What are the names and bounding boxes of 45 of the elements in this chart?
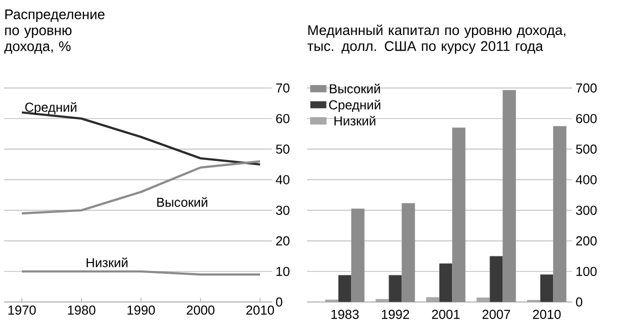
y-tick-label: 70 (276, 83, 290, 93)
chart-title: Медианный капитал по уровню дохода, тыс. долл. США по курсу 2011 года (307, 24, 566, 54)
series-label: Низкий (86, 258, 128, 268)
y-tick-label: 0 (276, 297, 282, 307)
legend-label: Низкий (334, 116, 376, 126)
x-tick-label: 1983 (331, 310, 359, 319)
x-tick-label: 1970 (8, 306, 36, 315)
y-tick-label: 30 (276, 206, 290, 215)
y-tick-label: 20 (276, 236, 290, 246)
bar (553, 126, 566, 302)
y-tick-label: 200 (576, 236, 597, 246)
bar (439, 263, 452, 302)
bar (351, 208, 365, 302)
x-tick-label: 2000 (186, 306, 214, 315)
x-tick-label: 2001 (432, 310, 460, 319)
bar (402, 203, 415, 302)
legend-label: Высокий (330, 84, 380, 94)
y-tick-label: 10 (276, 266, 290, 276)
bar (502, 90, 516, 302)
y-tick-label: 600 (576, 114, 597, 124)
bar (540, 274, 554, 302)
series-label: Средний (25, 102, 76, 114)
bar (338, 274, 352, 302)
legend-label: Средний (329, 100, 380, 112)
series-label: Высокий (157, 197, 208, 207)
y-tick-label: 50 (276, 144, 290, 154)
chart-title: Распределение по уровню дохода, % (4, 10, 104, 54)
y-tick-label: 60 (276, 114, 290, 124)
x-tick-label: 1992 (382, 310, 410, 319)
bar (490, 256, 503, 302)
x-tick-label: 2010 (533, 310, 561, 319)
y-tick-label: 40 (276, 175, 290, 184)
x-tick-label: 1980 (68, 306, 96, 315)
y-tick-label: 100 (576, 266, 597, 276)
bar (388, 274, 402, 302)
y-tick-label: 300 (576, 206, 597, 215)
x-tick-label: 2007 (482, 310, 510, 319)
bar (452, 128, 466, 302)
y-tick-label: 700 (576, 83, 597, 93)
line-series (20, 160, 262, 214)
y-tick-label: 400 (576, 175, 597, 184)
x-tick-label: 2010 (246, 306, 274, 315)
x-tick-label: 1990 (128, 306, 155, 315)
y-tick-label: 500 (576, 144, 597, 154)
y-tick-label: 0 (576, 297, 582, 307)
